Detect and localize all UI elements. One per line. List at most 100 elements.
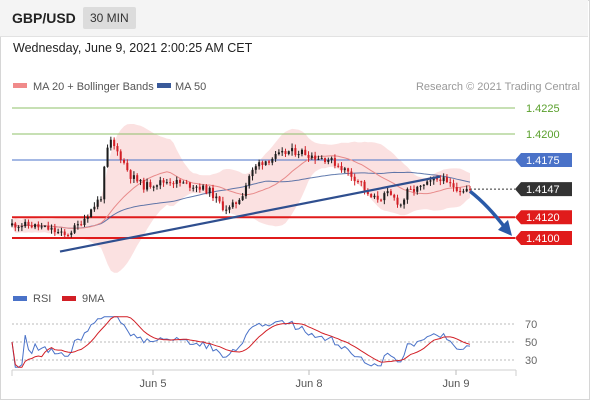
candle-body bbox=[422, 184, 425, 186]
candle bbox=[333, 154, 336, 169]
candle-body bbox=[442, 177, 445, 182]
candle-body bbox=[63, 231, 66, 235]
candle bbox=[459, 187, 462, 196]
candle-body bbox=[10, 223, 14, 226]
candle bbox=[10, 219, 14, 228]
candle-body bbox=[459, 191, 462, 193]
candle bbox=[228, 205, 231, 214]
candle bbox=[165, 178, 168, 185]
candle bbox=[449, 178, 452, 187]
candle bbox=[99, 196, 102, 203]
candle-body bbox=[274, 154, 277, 159]
candle-body bbox=[96, 199, 99, 207]
candle-body bbox=[383, 193, 386, 201]
candle-body bbox=[47, 225, 50, 230]
candle bbox=[57, 228, 60, 234]
candle bbox=[445, 174, 448, 183]
candle-body bbox=[429, 180, 432, 182]
candle-body bbox=[284, 150, 287, 155]
candle bbox=[221, 196, 224, 212]
candle-body bbox=[205, 185, 208, 194]
candle bbox=[162, 178, 165, 187]
candle bbox=[439, 175, 442, 186]
candle-body bbox=[119, 151, 122, 160]
candle-body bbox=[43, 225, 46, 227]
interval-badge[interactable]: 30 MIN bbox=[83, 7, 136, 29]
candle bbox=[406, 187, 409, 204]
candle bbox=[47, 221, 50, 231]
candle bbox=[76, 220, 79, 230]
candle bbox=[215, 193, 218, 203]
candle bbox=[202, 184, 205, 191]
candle-body bbox=[267, 161, 271, 163]
legend-9ma-label: 9MA bbox=[82, 293, 105, 305]
candle-body bbox=[403, 199, 406, 205]
candle-body bbox=[126, 162, 129, 171]
candle bbox=[416, 185, 419, 195]
candle bbox=[90, 208, 93, 218]
candle bbox=[337, 163, 340, 168]
candle bbox=[353, 173, 356, 186]
candle bbox=[155, 184, 158, 190]
candle bbox=[116, 143, 119, 156]
candle-body bbox=[152, 186, 155, 188]
candle-body bbox=[162, 180, 165, 183]
candle-body bbox=[462, 191, 465, 193]
candle bbox=[254, 164, 257, 174]
candle-body bbox=[211, 187, 215, 199]
candle bbox=[419, 184, 422, 191]
candle-body bbox=[356, 181, 359, 183]
candle bbox=[195, 185, 198, 193]
candle bbox=[182, 180, 185, 184]
candle-body bbox=[106, 147, 109, 167]
candle bbox=[244, 182, 247, 199]
candle bbox=[83, 214, 86, 227]
candle-body bbox=[66, 234, 70, 236]
candle-body bbox=[34, 224, 37, 228]
candle bbox=[24, 219, 27, 228]
candle bbox=[17, 225, 20, 232]
rsi-tick-label-2: 30 bbox=[525, 355, 537, 367]
candle-body bbox=[436, 178, 439, 180]
candle-body bbox=[330, 157, 333, 160]
candle bbox=[465, 185, 468, 193]
candle bbox=[356, 179, 359, 184]
candle-body bbox=[116, 146, 119, 152]
candle bbox=[211, 184, 215, 202]
candle-body bbox=[132, 175, 135, 179]
candle-body bbox=[409, 188, 412, 190]
candle-body bbox=[228, 207, 231, 210]
candle bbox=[159, 176, 162, 190]
candle-body bbox=[314, 155, 317, 160]
candle-body bbox=[30, 225, 33, 228]
candle-body bbox=[380, 199, 383, 201]
candle-body bbox=[218, 196, 221, 202]
research-credit: Research © 2021 Trading Central bbox=[416, 81, 580, 93]
candle-body bbox=[76, 224, 79, 226]
candle bbox=[66, 233, 70, 238]
candle bbox=[261, 160, 264, 170]
candle bbox=[129, 169, 132, 184]
candle-body bbox=[432, 178, 435, 181]
candle-body bbox=[20, 226, 23, 228]
candle-body bbox=[149, 182, 152, 187]
candle bbox=[53, 223, 56, 236]
candle-body bbox=[60, 231, 63, 233]
candle bbox=[152, 185, 155, 192]
candle-body bbox=[27, 221, 30, 226]
level-label-bg-3 bbox=[515, 182, 572, 197]
candle bbox=[63, 229, 66, 239]
candle bbox=[27, 219, 30, 229]
candle bbox=[251, 167, 254, 181]
candle bbox=[37, 221, 40, 231]
candle bbox=[347, 167, 350, 176]
candle bbox=[277, 149, 280, 156]
candle-body bbox=[179, 179, 182, 183]
x-tick-label-0: Jun 5 bbox=[140, 378, 167, 390]
candle-body bbox=[123, 159, 126, 163]
candle bbox=[139, 179, 142, 186]
candle bbox=[258, 159, 261, 170]
candle bbox=[70, 230, 73, 238]
candle bbox=[376, 191, 379, 203]
